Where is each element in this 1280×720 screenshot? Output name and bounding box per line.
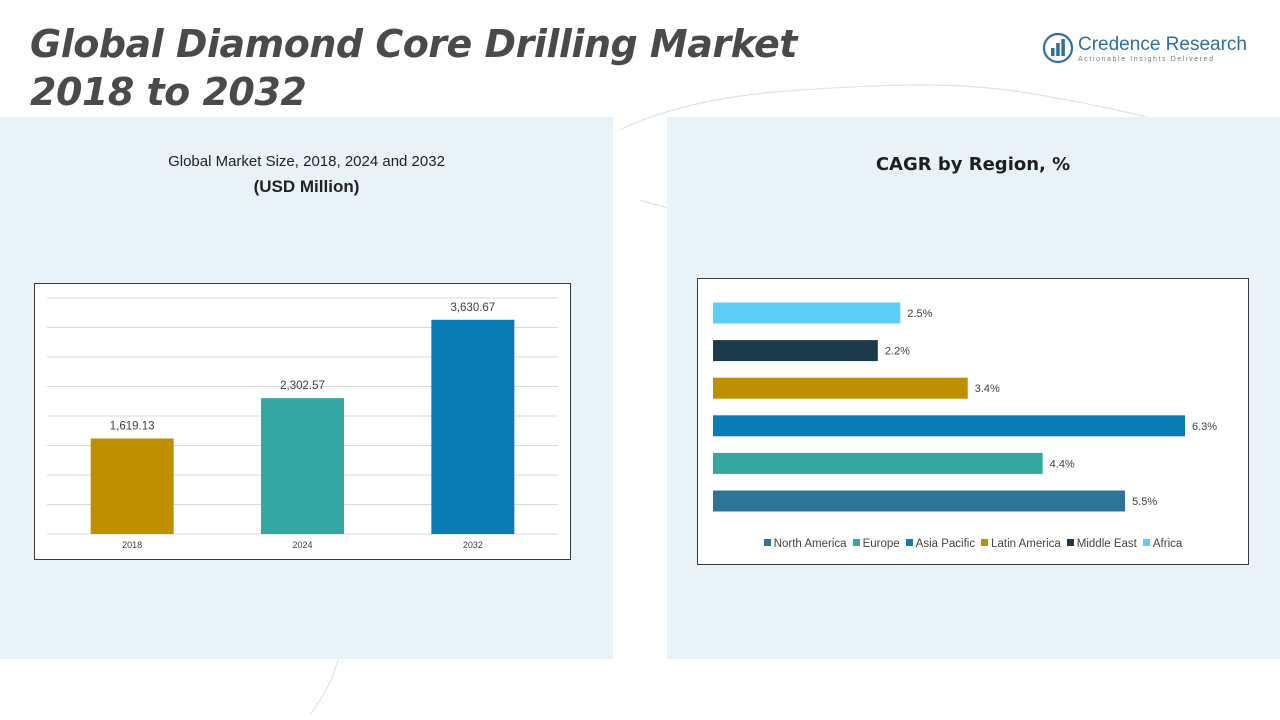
cagr-region-chart-svg: 5.5% 4.4% 6.3% 3.4% 2.2% 2.5% [713,302,1217,512]
x-tick-label: 2032 [463,540,483,550]
bar-africa [713,302,901,324]
bar-value-label: 2.2% [885,346,910,358]
bar-2018 [90,438,174,534]
market-size-unit: (USD Million) [253,177,360,196]
legend-label: Africa [1152,538,1183,550]
company-logo: Credence Research Actionable Insights De… [1042,32,1252,66]
bar-north-america [713,490,1126,512]
legend-item: Asia Pacific [905,538,976,550]
bar-middle-east [713,340,878,362]
market-size-chart-svg: 1,619.13 2018 2,302.57 2024 3,630.67 2032 [47,297,558,550]
bar-value-label: 1,619.13 [110,420,155,432]
bar-value-label: 6.3% [1192,421,1217,433]
x-tick-label: 2024 [292,540,312,550]
market-size-chart: 1,619.13 2018 2,302.57 2024 3,630.67 2032 [34,283,571,560]
bar-value-label: 3.4% [975,383,1000,395]
bar-asia-pacific [713,415,1185,437]
legend-swatch [905,539,913,546]
x-tick-label: 2018 [122,540,142,550]
bar-value-label: 3,630.67 [450,302,495,314]
page-title: Global Diamond Core Drilling Market 2018… [30,20,797,116]
title-line-1: Global Diamond Core Drilling Market [30,22,797,66]
legend-item: Europe [852,538,900,550]
bar-value-label: 2,302.57 [280,380,325,392]
legend-label: Asia Pacific [915,538,976,550]
legend-label: North America [773,538,847,550]
title-line-2: 2018 to 2032 [30,70,307,114]
cagr-chart-title: CAGR by Region, % [875,154,1071,175]
legend-swatch [852,539,860,546]
legend-swatch [763,539,771,546]
legend-item: Latin America [981,538,1061,550]
cagr-legend: North America Europe Asia Pacific Latin Ame… [698,538,1248,550]
bar-value-label: 5.5% [1132,496,1157,508]
logo-name: Credence Research [1078,34,1247,55]
legend-swatch [1142,539,1150,546]
cagr-region-chart: 5.5% 4.4% 6.3% 3.4% 2.2% 2.5% North America Eu… [697,278,1249,565]
legend-label: Latin America [991,538,1061,550]
legend-label: Europe [862,538,900,550]
legend-swatch [981,539,989,546]
bar-chart-circle-icon [1042,32,1074,64]
legend-swatch [1066,539,1074,546]
bar-2024 [261,398,344,534]
market-size-subtitle: Global Market Size, 2018, 2024 and 2032 [168,153,445,170]
legend-item: Middle East [1066,538,1137,550]
bar-value-label: 4.4% [1050,458,1075,470]
bar-value-label: 2.5% [907,308,932,320]
bar-2032 [431,319,515,534]
bar-europe [713,452,1043,474]
legend-item: Africa [1142,538,1183,550]
legend-item: North America [763,538,847,550]
bar-latin-america [713,377,968,399]
legend-label: Middle East [1076,538,1137,550]
logo-tagline: Actionable Insights Delivered [1078,56,1215,63]
